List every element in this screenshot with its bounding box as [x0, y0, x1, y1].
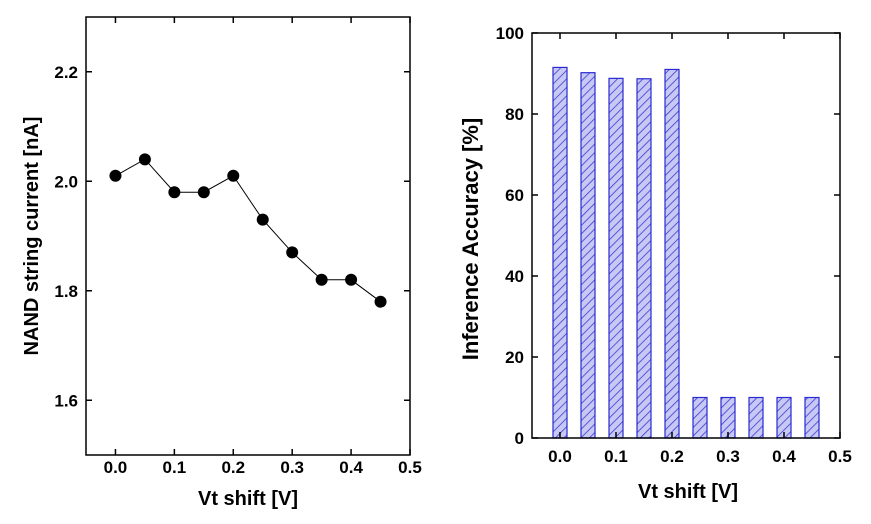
left-data-point — [138, 153, 151, 166]
right-bar — [636, 78, 652, 439]
left-plot-frame — [85, 16, 411, 456]
right-x-tick-label: 0.2 — [660, 447, 684, 466]
right-y-tick-label: 0 — [515, 429, 524, 448]
left-y-axis-label: NAND string current [nA] — [21, 117, 43, 356]
right-x-tick-label: 0.5 — [828, 447, 852, 466]
right-bar — [804, 396, 820, 439]
right-bar — [580, 72, 596, 439]
right-x-ticks: 0.0 0.1 0.2 0.3 0.4 0.5 — [548, 33, 852, 466]
left-x-tick-label: 0.4 — [339, 458, 363, 477]
right-x-axis-label: Vt shift [V] — [638, 481, 738, 503]
nand-current-chart: 0.0 0.1 0.2 0.3 0.4 0.5 1.6 1.8 2.0 2.2 Vt shift… — [21, 16, 422, 510]
right-bar — [748, 396, 764, 439]
left-data-point — [374, 295, 387, 308]
left-x-ticks: 0.0 0.1 0.2 0.3 0.4 0.5 — [104, 17, 422, 477]
right-plot-frame — [531, 32, 841, 439]
left-data-point — [197, 186, 210, 199]
right-y-axis-label: Inference Accuracy [%] — [458, 118, 483, 361]
left-x-tick-label: 0.2 — [221, 458, 245, 477]
left-y-tick-label: 2.0 — [54, 172, 78, 191]
left-data-point — [256, 213, 269, 226]
right-y-tick-label: 80 — [505, 105, 524, 124]
right-bar — [552, 66, 568, 439]
left-y-ticks: 1.6 1.8 2.0 2.2 — [54, 63, 410, 410]
left-data-point — [109, 169, 122, 182]
left-x-tick-label: 0.0 — [104, 458, 128, 477]
left-x-tick-label: 0.1 — [163, 458, 187, 477]
left-data-point — [227, 169, 240, 182]
left-data-point — [168, 186, 181, 199]
left-y-tick-label: 2.2 — [54, 63, 78, 82]
right-y-tick-label: 60 — [505, 186, 524, 205]
left-series-polyline — [115, 158, 381, 303]
right-x-tick-label: 0.4 — [772, 447, 796, 466]
right-bar — [776, 396, 792, 439]
left-data-point — [286, 246, 299, 259]
left-series-points — [109, 153, 387, 308]
left-series-line — [115, 158, 381, 303]
right-series-bars — [552, 66, 820, 439]
left-x-tick-label: 0.3 — [280, 458, 304, 477]
right-x-tick-label: 0.3 — [716, 447, 740, 466]
left-y-tick-label: 1.6 — [54, 391, 78, 410]
left-data-point — [345, 273, 358, 286]
right-x-tick-label: 0.1 — [604, 447, 628, 466]
right-bar — [608, 77, 624, 439]
right-y-tick-label: 100 — [496, 24, 524, 43]
right-x-tick-label: 0.0 — [548, 447, 572, 466]
left-x-tick-label: 0.5 — [398, 458, 422, 477]
right-y-tick-label: 40 — [505, 267, 524, 286]
left-y-tick-label: 1.8 — [54, 282, 78, 301]
right-y-tick-label: 20 — [505, 348, 524, 367]
right-bar — [664, 68, 680, 439]
left-x-axis-label: Vt shift [V] — [198, 488, 298, 510]
right-bar — [720, 396, 736, 439]
left-data-point — [315, 273, 328, 286]
inference-accuracy-chart: 0.0 0.1 0.2 0.3 0.4 0.5 0 20 40 60 80 100 Vt shift… — [458, 24, 852, 503]
right-bar — [692, 396, 708, 439]
right-y-ticks: 0 20 40 60 80 100 — [496, 24, 840, 448]
